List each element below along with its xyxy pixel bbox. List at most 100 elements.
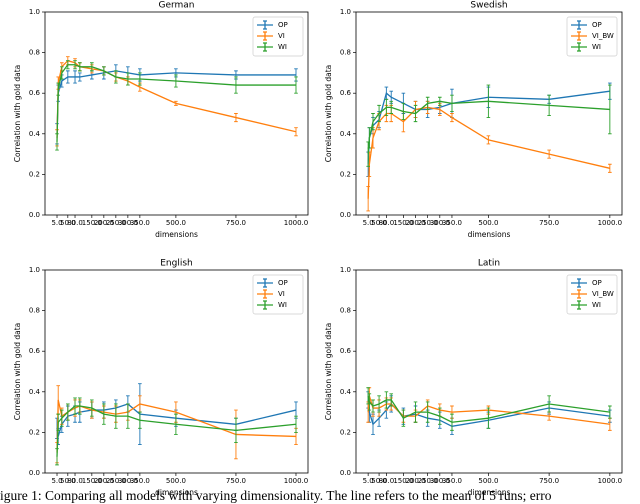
error-bar (56, 413, 61, 431)
x-tick-label: 300.0 (430, 219, 450, 227)
y-tick-label: 0.2 (340, 428, 351, 436)
x-tick-label: 5.0 (363, 219, 374, 227)
legend-label: WI (278, 301, 287, 309)
error-bar (413, 104, 418, 123)
x-tick-label: 150.0 (82, 477, 102, 485)
error-bar (547, 149, 551, 159)
y-tick-label: 0.0 (340, 211, 351, 219)
y-axis-label: Correlation with gold data (324, 323, 333, 421)
x-tick-label: 1000.0 (284, 219, 309, 227)
x-tick-label: 1000.0 (284, 477, 309, 485)
x-tick-label: 250.0 (418, 219, 438, 227)
axes-frame (355, 11, 623, 216)
y-tick-label: 1.0 (29, 266, 40, 274)
x-tick-label: 5.0 (363, 477, 374, 485)
error-bar (138, 72, 142, 86)
y-tick-label: 0.8 (29, 307, 40, 315)
error-bar (367, 393, 372, 411)
error-bar (73, 60, 77, 70)
error-bar (66, 70, 70, 84)
error-bar (389, 100, 394, 114)
error-bar (66, 403, 70, 421)
chart-title: English (160, 259, 193, 269)
y-tick-label: 0.4 (29, 388, 41, 396)
legend-label: OP (592, 279, 602, 287)
y-tick-label: 1.0 (29, 8, 40, 16)
error-bar (450, 113, 454, 123)
x-tick-label: 50.0 (371, 477, 387, 485)
error-bar (608, 84, 612, 135)
axes-frame (355, 269, 623, 474)
y-tick-label: 0.0 (29, 211, 40, 219)
x-tick-label: 50.0 (60, 219, 76, 227)
chart-title: Swedish (470, 1, 507, 11)
error-bar (126, 72, 130, 86)
x-tick-label: 50.0 (371, 219, 387, 227)
error-bar (174, 74, 178, 88)
legend-label: VI_BW (592, 290, 614, 298)
error-bar (371, 413, 375, 435)
legend-label: WI (278, 43, 287, 51)
x-tick-label: 250.0 (418, 477, 438, 485)
series-line (56, 59, 297, 138)
error-bar (608, 163, 612, 173)
error-bar (56, 82, 61, 96)
legend-label: WI (592, 43, 601, 51)
error-bar (366, 186, 370, 212)
y-axis-label: Correlation with gold data (13, 323, 22, 421)
error-bar (234, 113, 238, 123)
legend-swatch (257, 289, 273, 299)
subplot: German dimensions Correlation with gold da… (13, 1, 309, 239)
x-tick-label: 750.0 (226, 219, 246, 227)
error-bar (389, 393, 394, 407)
axes-frame (44, 269, 309, 474)
y-tick-label: 0.4 (29, 130, 41, 138)
x-tick-label: 300.0 (430, 477, 450, 485)
x-tick-label: 1000.0 (598, 219, 623, 227)
error-bar (73, 70, 77, 84)
legend-swatch (257, 31, 273, 41)
y-tick-label: 1.0 (340, 8, 351, 16)
error-bar (384, 98, 389, 116)
error-bar (102, 403, 106, 425)
x-axis-label: dimensions (468, 488, 511, 497)
error-bar (55, 133, 59, 151)
legend-label: VI (278, 32, 285, 40)
error-bar (367, 127, 372, 149)
error-bar (450, 94, 454, 112)
error-bar (66, 60, 70, 70)
x-tick-label: 500.0 (166, 477, 186, 485)
x-tick-label: 80.0 (379, 477, 395, 485)
legend-swatch (571, 31, 587, 41)
error-bar (78, 72, 82, 82)
error-bar (114, 403, 118, 429)
error-bar (114, 70, 118, 84)
caption: igure 1: Comparing all models with varyi… (0, 488, 552, 503)
error-bar (294, 76, 298, 94)
legend-label: OP (278, 21, 288, 29)
x-tick-label: 150.0 (393, 477, 413, 485)
legend-swatch (257, 300, 273, 310)
x-axis-label: dimensions (155, 230, 198, 239)
x-tick-label: 80.0 (67, 219, 83, 227)
y-tick-label: 0.8 (29, 49, 40, 57)
legend-swatch (571, 42, 587, 52)
y-axis-label: Correlation with gold data (13, 65, 22, 163)
legend-label: OP (592, 21, 602, 29)
error-bar (450, 413, 454, 431)
x-tick-label: 200.0 (405, 219, 425, 227)
error-bar (73, 397, 77, 415)
y-tick-label: 0.6 (340, 89, 352, 97)
y-tick-label: 0.2 (29, 428, 40, 436)
series-line (367, 395, 610, 423)
error-bar (90, 62, 94, 72)
y-tick-label: 0.0 (29, 469, 40, 477)
x-tick-label: 200.0 (405, 477, 425, 485)
error-bar (78, 397, 82, 415)
x-tick-label: 150.0 (393, 219, 413, 227)
x-tick-label: 80.0 (67, 477, 83, 485)
y-axis-label: Correlation with gold data (324, 65, 333, 163)
x-tick-label: 350.0 (130, 477, 150, 485)
series-line (56, 70, 296, 134)
